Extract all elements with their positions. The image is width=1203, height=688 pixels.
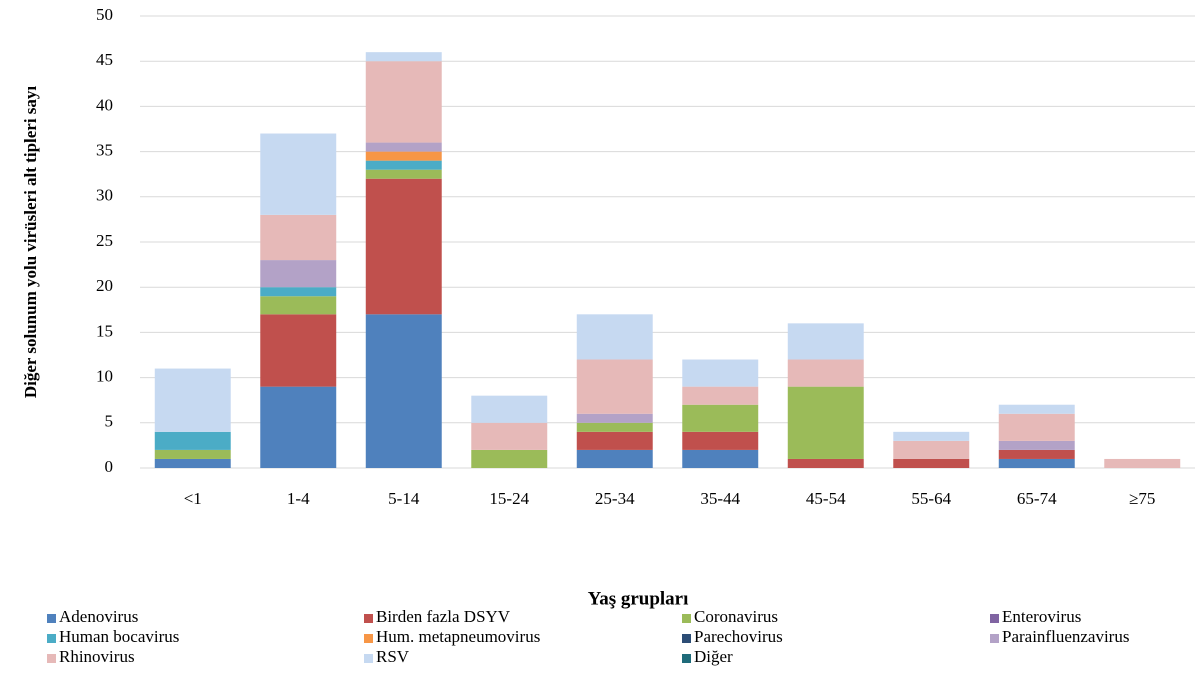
bar-segment [682, 449, 759, 468]
bar-segment [365, 61, 442, 143]
bar-segment [471, 449, 548, 468]
legend-swatch [682, 654, 691, 663]
bar-segment [260, 314, 337, 387]
legend-label: Human bocavirus [59, 627, 179, 646]
bar-segment [682, 359, 759, 387]
x-tick-label: ≥75 [1129, 489, 1155, 508]
bar-segment [365, 52, 442, 62]
bar-segment [260, 133, 337, 215]
x-tick-label: 35-44 [700, 489, 740, 508]
bar-segment [787, 323, 864, 360]
legend-label: Parechovirus [694, 627, 783, 646]
legend-label: Adenovirus [59, 607, 138, 626]
legend-swatch [682, 614, 691, 623]
x-tick-label: 5-14 [388, 489, 420, 508]
bar-segment [998, 440, 1075, 450]
y-tick-label: 35 [96, 141, 113, 160]
bar-segment [260, 260, 337, 288]
y-tick-label: 15 [96, 321, 113, 340]
y-tick-label: 20 [96, 276, 113, 295]
legend-swatch [364, 654, 373, 663]
legend-swatch [47, 634, 56, 643]
y-tick-label: 0 [105, 457, 114, 476]
bar-segment [576, 314, 653, 360]
bar-segment [682, 404, 759, 432]
y-tick-label: 45 [96, 50, 113, 69]
bar-segment [998, 413, 1075, 441]
legend-label: Birden fazla DSYV [376, 607, 511, 626]
legend-label: Coronavirus [694, 607, 778, 626]
bar-segment [576, 422, 653, 432]
bar-segment [471, 395, 548, 423]
legend-swatch [682, 634, 691, 643]
bar-segment [365, 178, 442, 315]
x-tick-label: 1-4 [287, 489, 310, 508]
bar-segment [893, 440, 970, 459]
bar-segment [787, 386, 864, 459]
bar-segment [576, 449, 653, 468]
y-axis-title: Diğer solunum yolu virüsleri alt tipleri… [21, 86, 40, 399]
bar-segment [365, 160, 442, 170]
legend-label: Parainfluenzavirus [1002, 627, 1129, 646]
bar-segment [998, 458, 1075, 468]
x-tick-label: 25-34 [595, 489, 635, 508]
legend-label: Rhinovirus [59, 647, 135, 666]
legend-label: Enterovirus [1002, 607, 1081, 626]
bar-segment [787, 359, 864, 387]
bar-segment [365, 151, 442, 161]
y-tick-label: 10 [96, 367, 113, 386]
bar-segment [154, 431, 231, 450]
legend-swatch [47, 614, 56, 623]
bar-segment [365, 169, 442, 179]
legend-swatch [47, 654, 56, 663]
bar-segment [365, 142, 442, 152]
bar-segment [1104, 458, 1181, 468]
y-tick-label: 5 [105, 412, 114, 431]
bar-segment [576, 413, 653, 423]
x-tick-label: 65-74 [1017, 489, 1057, 508]
y-tick-label: 40 [96, 95, 113, 114]
bar-segment [154, 449, 231, 459]
bar-segment [682, 431, 759, 450]
legend-label: Hum. metapneumovirus [376, 627, 540, 646]
legend-swatch [990, 614, 999, 623]
legend-swatch [990, 634, 999, 643]
bar-segment [998, 449, 1075, 459]
x-tick-label: 55-64 [911, 489, 951, 508]
y-tick-label: 50 [96, 5, 113, 24]
bar-segment [682, 386, 759, 405]
bar-segment [893, 458, 970, 468]
x-tick-label: 15-24 [489, 489, 529, 508]
x-tick-label: 45-54 [806, 489, 846, 508]
legend-label: Diğer [694, 647, 733, 666]
x-tick-label: <1 [184, 489, 202, 508]
bar-segment [154, 368, 231, 432]
bar-segment [365, 314, 442, 468]
y-tick-label: 30 [96, 186, 113, 205]
bar-segment [260, 214, 337, 261]
bar-segment [260, 296, 337, 315]
legend-label: RSV [376, 647, 410, 666]
bar-segment [260, 386, 337, 468]
legend-swatch [364, 634, 373, 643]
bar-segment [576, 359, 653, 414]
bar-segment [787, 458, 864, 468]
bar-segment [893, 431, 970, 441]
bar-segment [471, 422, 548, 450]
bar-segment [576, 431, 653, 450]
bar-segment [998, 404, 1075, 414]
y-tick-label: 25 [96, 231, 113, 250]
legend-swatch [364, 614, 373, 623]
x-axis-title: Yaş grupları [588, 588, 689, 609]
bar-segment [260, 287, 337, 297]
bar-segment [154, 458, 231, 468]
